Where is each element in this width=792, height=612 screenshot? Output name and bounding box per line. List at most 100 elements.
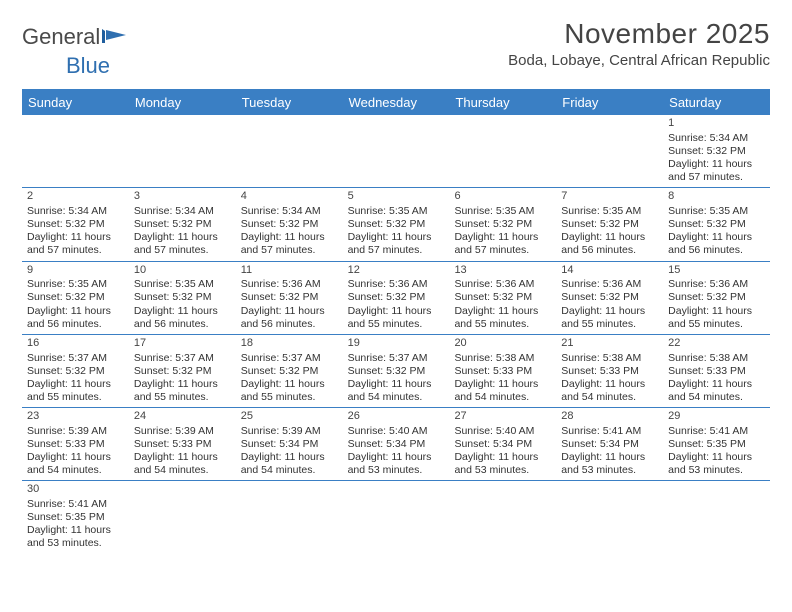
- day-cell: 14Sunrise: 5:36 AMSunset: 5:32 PMDayligh…: [556, 262, 663, 334]
- day-info-line: and 54 minutes.: [348, 391, 446, 404]
- day-number: 25: [241, 410, 339, 424]
- day-info-line: Sunrise: 5:35 AM: [454, 205, 552, 218]
- day-info-line: Daylight: 11 hours: [668, 378, 766, 391]
- day-info-line: and 57 minutes.: [134, 244, 232, 257]
- day-info-line: Sunset: 5:32 PM: [668, 291, 766, 304]
- day-info-line: Sunset: 5:32 PM: [561, 291, 659, 304]
- day-info-line: and 55 minutes.: [241, 391, 339, 404]
- week-row: 23Sunrise: 5:39 AMSunset: 5:33 PMDayligh…: [22, 408, 770, 481]
- week-row: 16Sunrise: 5:37 AMSunset: 5:32 PMDayligh…: [22, 335, 770, 408]
- day-info-line: Sunrise: 5:38 AM: [668, 352, 766, 365]
- day-number: 24: [134, 410, 232, 424]
- day-info-line: Sunrise: 5:35 AM: [27, 278, 125, 291]
- day-info-line: Daylight: 11 hours: [561, 305, 659, 318]
- day-info-line: and 55 minutes.: [134, 391, 232, 404]
- day-info-line: and 57 minutes.: [454, 244, 552, 257]
- day-info-line: Sunrise: 5:35 AM: [668, 205, 766, 218]
- logo-flag-icon: [102, 25, 128, 51]
- day-number: 6: [454, 190, 552, 204]
- day-info-line: Sunset: 5:32 PM: [27, 218, 125, 231]
- day-info-line: and 57 minutes.: [348, 244, 446, 257]
- day-cell: 20Sunrise: 5:38 AMSunset: 5:33 PMDayligh…: [449, 335, 556, 407]
- day-info-line: Sunrise: 5:34 AM: [134, 205, 232, 218]
- day-number: 14: [561, 264, 659, 278]
- day-info-line: Sunset: 5:32 PM: [241, 291, 339, 304]
- day-info-line: and 53 minutes.: [561, 464, 659, 477]
- day-number: 30: [27, 483, 125, 497]
- day-cell: 18Sunrise: 5:37 AMSunset: 5:32 PMDayligh…: [236, 335, 343, 407]
- day-info-line: Sunrise: 5:38 AM: [561, 352, 659, 365]
- day-info-line: Sunrise: 5:35 AM: [561, 205, 659, 218]
- logo-text-general: General: [22, 24, 100, 50]
- day-info-line: Sunset: 5:32 PM: [668, 145, 766, 158]
- day-info-line: Daylight: 11 hours: [348, 305, 446, 318]
- day-info-line: Sunrise: 5:34 AM: [241, 205, 339, 218]
- day-info-line: Sunrise: 5:37 AM: [134, 352, 232, 365]
- day-info-line: and 55 minutes.: [668, 318, 766, 331]
- day-info-line: Daylight: 11 hours: [668, 231, 766, 244]
- day-info-line: and 56 minutes.: [668, 244, 766, 257]
- week-row: 2Sunrise: 5:34 AMSunset: 5:32 PMDaylight…: [22, 188, 770, 261]
- day-cell: 21Sunrise: 5:38 AMSunset: 5:33 PMDayligh…: [556, 335, 663, 407]
- day-cell: 17Sunrise: 5:37 AMSunset: 5:32 PMDayligh…: [129, 335, 236, 407]
- day-info-line: and 54 minutes.: [241, 464, 339, 477]
- day-number: 4: [241, 190, 339, 204]
- day-info-line: Daylight: 11 hours: [27, 524, 125, 537]
- day-info-line: Sunrise: 5:35 AM: [134, 278, 232, 291]
- day-info-line: Sunset: 5:35 PM: [27, 511, 125, 524]
- day-info-line: Sunrise: 5:38 AM: [454, 352, 552, 365]
- day-info-line: Sunset: 5:35 PM: [668, 438, 766, 451]
- day-info-line: and 56 minutes.: [241, 318, 339, 331]
- day-number: 28: [561, 410, 659, 424]
- weekday-monday: Monday: [129, 91, 236, 115]
- day-cell: 12Sunrise: 5:36 AMSunset: 5:32 PMDayligh…: [343, 262, 450, 334]
- day-cell-empty: [449, 115, 556, 187]
- day-info-line: Daylight: 11 hours: [454, 305, 552, 318]
- day-info-line: Sunset: 5:33 PM: [454, 365, 552, 378]
- weekday-tuesday: Tuesday: [236, 91, 343, 115]
- day-info-line: Sunrise: 5:41 AM: [668, 425, 766, 438]
- day-number: 1: [668, 117, 766, 131]
- day-info-line: Sunset: 5:32 PM: [454, 291, 552, 304]
- day-number: 17: [134, 337, 232, 351]
- day-info-line: and 54 minutes.: [668, 391, 766, 404]
- day-info-line: Sunset: 5:33 PM: [561, 365, 659, 378]
- day-number: 22: [668, 337, 766, 351]
- day-cell: 29Sunrise: 5:41 AMSunset: 5:35 PMDayligh…: [663, 408, 770, 480]
- day-number: 20: [454, 337, 552, 351]
- day-cell-empty: [663, 481, 770, 553]
- day-info-line: Sunrise: 5:40 AM: [348, 425, 446, 438]
- day-info-line: and 56 minutes.: [561, 244, 659, 257]
- day-info-line: Sunset: 5:32 PM: [134, 291, 232, 304]
- day-info-line: Sunset: 5:32 PM: [454, 218, 552, 231]
- location-subtitle: Boda, Lobaye, Central African Republic: [508, 52, 770, 69]
- day-number: 15: [668, 264, 766, 278]
- day-info-line: Daylight: 11 hours: [27, 378, 125, 391]
- day-info-line: Daylight: 11 hours: [27, 305, 125, 318]
- day-info-line: Sunset: 5:32 PM: [561, 218, 659, 231]
- weekday-friday: Friday: [556, 91, 663, 115]
- day-info-line: Sunset: 5:34 PM: [348, 438, 446, 451]
- day-cell-empty: [343, 481, 450, 553]
- day-number: 2: [27, 190, 125, 204]
- day-info-line: and 54 minutes.: [454, 391, 552, 404]
- day-info-line: Daylight: 11 hours: [134, 231, 232, 244]
- day-info-line: Daylight: 11 hours: [134, 378, 232, 391]
- day-number: 10: [134, 264, 232, 278]
- day-cell-empty: [129, 481, 236, 553]
- day-info-line: Sunset: 5:33 PM: [27, 438, 125, 451]
- day-info-line: Sunset: 5:32 PM: [134, 218, 232, 231]
- day-info-line: Daylight: 11 hours: [27, 451, 125, 464]
- day-cell: 23Sunrise: 5:39 AMSunset: 5:33 PMDayligh…: [22, 408, 129, 480]
- day-cell: 25Sunrise: 5:39 AMSunset: 5:34 PMDayligh…: [236, 408, 343, 480]
- day-cell-empty: [236, 481, 343, 553]
- logo: General: [22, 24, 128, 50]
- day-number: 21: [561, 337, 659, 351]
- day-info-line: and 53 minutes.: [27, 537, 125, 550]
- day-number: 27: [454, 410, 552, 424]
- week-row: 9Sunrise: 5:35 AMSunset: 5:32 PMDaylight…: [22, 262, 770, 335]
- day-cell: 3Sunrise: 5:34 AMSunset: 5:32 PMDaylight…: [129, 188, 236, 260]
- day-info-line: and 53 minutes.: [668, 464, 766, 477]
- day-info-line: Daylight: 11 hours: [348, 378, 446, 391]
- day-info-line: Daylight: 11 hours: [241, 451, 339, 464]
